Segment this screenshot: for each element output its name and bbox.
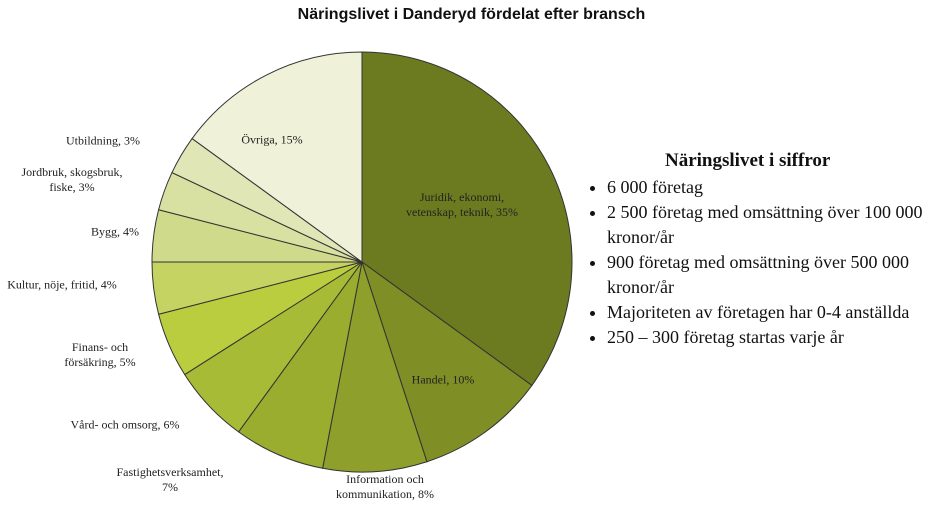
slice-label: Bygg, 4%: [70, 225, 160, 240]
slice-value: 3%: [124, 133, 140, 148]
slice-label: Juridik, ekonomi, vetenskap, teknik, 35%: [397, 190, 527, 220]
pie-slice: [361, 260, 533, 463]
slice-category: Finans- och försäkring,: [64, 340, 129, 369]
slice-value: 4%: [123, 224, 139, 239]
fact-item: Majoriteten av företagen har 0-4 anställ…: [607, 300, 940, 325]
slice-category: Kultur, nöje, fritid,: [7, 277, 98, 292]
slice-value: 5%: [119, 355, 136, 369]
facts-title: Näringslivet i siffror: [665, 150, 831, 171]
slice-category: Vård- och omsorg,: [70, 417, 161, 432]
slice-category: Handel,: [411, 372, 450, 387]
slice-category: Juridik, ekonomi, vetenskap, teknik,: [406, 190, 505, 219]
slice-category: Jordbruk, skogsbruk, fiske,: [21, 165, 123, 194]
slice-category: Bygg,: [90, 224, 120, 239]
slice-category: Information och kommunikation,: [336, 472, 424, 501]
fact-item: 250 – 300 företag startas varje år: [607, 325, 940, 350]
slice-value: 7%: [162, 480, 178, 494]
pie-slice: [322, 261, 428, 473]
slice-value: 10%: [452, 372, 475, 387]
slice-label: Utbildning, 3%: [53, 134, 153, 149]
slice-label: Handel, 10%: [388, 373, 498, 388]
slice-label: Övriga, 15%: [222, 133, 322, 148]
slice-value: 4%: [100, 277, 117, 292]
facts-list: 6 000 företag2 500 företag med omsättnin…: [585, 175, 940, 350]
slice-category: Fastighetsverksamhet,: [116, 465, 224, 479]
fact-item: 900 företag med omsättning över 500 000 …: [607, 250, 940, 300]
pie-slice: [361, 51, 573, 387]
slice-value: 3%: [78, 180, 95, 194]
fact-item: 6 000 företag: [607, 175, 940, 200]
slice-value: 35%: [495, 205, 518, 219]
slice-category: Övriga,: [241, 132, 278, 147]
slice-label: Jordbruk, skogsbruk, fiske, 3%: [12, 165, 132, 195]
slice-label: Kultur, nöje, fritid, 4%: [7, 278, 117, 293]
slice-value: 6%: [163, 417, 180, 432]
slice-label: Information och kommunikation, 8%: [320, 472, 450, 502]
slice-label: Fastighetsverksamhet, 7%: [115, 465, 225, 495]
slice-value: 8%: [418, 487, 434, 501]
chart-title: Näringslivet i Danderyd fördelat efter b…: [297, 6, 646, 23]
slice-value: 15%: [280, 132, 303, 147]
slice-label: Vård- och omsorg, 6%: [70, 418, 180, 433]
pie-slice: [191, 51, 363, 263]
slice-label: Finans- och försäkring, 5%: [50, 340, 150, 370]
fact-item: 2 500 företag med omsättning över 100 00…: [607, 200, 940, 250]
slice-category: Utbildning,: [65, 133, 121, 148]
facts-panel: Näringslivet i siffror 6 000 företag2 50…: [585, 148, 940, 350]
